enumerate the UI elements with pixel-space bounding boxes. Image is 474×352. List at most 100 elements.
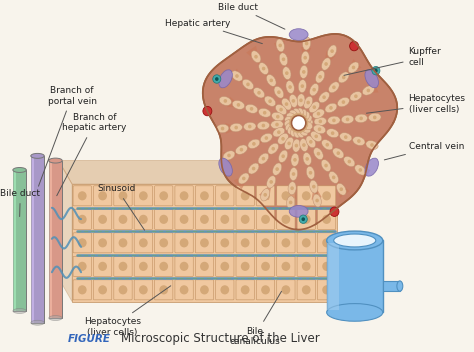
Ellipse shape bbox=[337, 98, 349, 107]
Circle shape bbox=[304, 118, 308, 121]
Polygon shape bbox=[259, 126, 297, 200]
Polygon shape bbox=[286, 127, 299, 199]
Circle shape bbox=[241, 262, 249, 271]
Circle shape bbox=[282, 262, 290, 271]
Circle shape bbox=[118, 238, 128, 247]
FancyBboxPatch shape bbox=[297, 209, 315, 230]
Ellipse shape bbox=[295, 108, 303, 121]
Ellipse shape bbox=[285, 122, 297, 131]
Ellipse shape bbox=[248, 163, 259, 174]
Circle shape bbox=[303, 115, 306, 119]
Circle shape bbox=[289, 119, 292, 122]
Ellipse shape bbox=[246, 104, 258, 113]
FancyBboxPatch shape bbox=[277, 256, 295, 276]
Circle shape bbox=[227, 153, 231, 157]
Circle shape bbox=[322, 215, 331, 224]
FancyBboxPatch shape bbox=[318, 233, 336, 253]
Circle shape bbox=[314, 134, 318, 138]
FancyBboxPatch shape bbox=[93, 256, 112, 276]
Circle shape bbox=[269, 78, 273, 82]
Ellipse shape bbox=[248, 139, 260, 149]
FancyBboxPatch shape bbox=[134, 186, 153, 206]
Circle shape bbox=[332, 176, 336, 179]
Circle shape bbox=[220, 238, 229, 247]
Circle shape bbox=[312, 185, 316, 189]
FancyBboxPatch shape bbox=[256, 280, 274, 300]
Ellipse shape bbox=[267, 176, 276, 188]
Ellipse shape bbox=[334, 234, 376, 247]
Polygon shape bbox=[302, 81, 379, 122]
Circle shape bbox=[305, 120, 309, 124]
Ellipse shape bbox=[232, 100, 245, 109]
Circle shape bbox=[288, 85, 292, 89]
Ellipse shape bbox=[321, 159, 331, 171]
Text: Hepatocytes
(liver cells): Hepatocytes (liver cells) bbox=[84, 286, 171, 337]
Polygon shape bbox=[274, 40, 298, 119]
Circle shape bbox=[98, 191, 107, 200]
Circle shape bbox=[250, 107, 253, 111]
Polygon shape bbox=[327, 240, 383, 313]
Ellipse shape bbox=[223, 151, 235, 160]
Ellipse shape bbox=[287, 196, 295, 209]
Circle shape bbox=[98, 285, 107, 294]
Ellipse shape bbox=[297, 94, 305, 107]
Polygon shape bbox=[302, 112, 377, 123]
Circle shape bbox=[254, 55, 258, 58]
Circle shape bbox=[180, 215, 189, 224]
Polygon shape bbox=[233, 125, 296, 189]
Circle shape bbox=[159, 285, 168, 294]
Circle shape bbox=[200, 191, 209, 200]
Ellipse shape bbox=[278, 133, 288, 144]
Circle shape bbox=[292, 99, 295, 103]
Circle shape bbox=[282, 155, 285, 158]
FancyBboxPatch shape bbox=[236, 233, 255, 253]
Circle shape bbox=[312, 105, 316, 109]
Polygon shape bbox=[299, 127, 322, 200]
Circle shape bbox=[374, 69, 378, 73]
Circle shape bbox=[350, 42, 359, 51]
Ellipse shape bbox=[329, 171, 338, 183]
Circle shape bbox=[322, 95, 326, 99]
FancyBboxPatch shape bbox=[195, 280, 214, 300]
Circle shape bbox=[261, 215, 270, 224]
Ellipse shape bbox=[338, 72, 349, 83]
Ellipse shape bbox=[286, 113, 298, 123]
Ellipse shape bbox=[300, 139, 308, 151]
Polygon shape bbox=[300, 51, 336, 120]
Ellipse shape bbox=[353, 137, 365, 145]
Circle shape bbox=[221, 127, 224, 131]
Circle shape bbox=[234, 126, 238, 130]
FancyBboxPatch shape bbox=[236, 280, 255, 300]
FancyBboxPatch shape bbox=[175, 256, 193, 276]
Circle shape bbox=[277, 130, 281, 134]
Circle shape bbox=[241, 191, 249, 200]
Polygon shape bbox=[222, 124, 295, 163]
Circle shape bbox=[292, 115, 306, 131]
Circle shape bbox=[282, 191, 290, 200]
FancyBboxPatch shape bbox=[93, 209, 112, 230]
FancyBboxPatch shape bbox=[277, 280, 295, 300]
Circle shape bbox=[282, 285, 290, 294]
Circle shape bbox=[352, 65, 356, 69]
Circle shape bbox=[241, 215, 249, 224]
Ellipse shape bbox=[49, 158, 62, 163]
Circle shape bbox=[200, 285, 209, 294]
Circle shape bbox=[332, 86, 336, 89]
Circle shape bbox=[339, 187, 343, 191]
Polygon shape bbox=[228, 97, 295, 122]
Ellipse shape bbox=[328, 82, 339, 93]
Ellipse shape bbox=[219, 158, 232, 176]
Circle shape bbox=[118, 191, 128, 200]
Circle shape bbox=[261, 238, 270, 247]
Ellipse shape bbox=[219, 70, 232, 88]
Ellipse shape bbox=[306, 166, 315, 179]
FancyBboxPatch shape bbox=[134, 280, 153, 300]
Polygon shape bbox=[299, 47, 311, 119]
Circle shape bbox=[215, 77, 219, 81]
Circle shape bbox=[322, 262, 331, 271]
Circle shape bbox=[372, 67, 380, 75]
Circle shape bbox=[346, 118, 349, 121]
FancyBboxPatch shape bbox=[93, 233, 112, 253]
Polygon shape bbox=[246, 46, 297, 120]
FancyBboxPatch shape bbox=[236, 209, 255, 230]
